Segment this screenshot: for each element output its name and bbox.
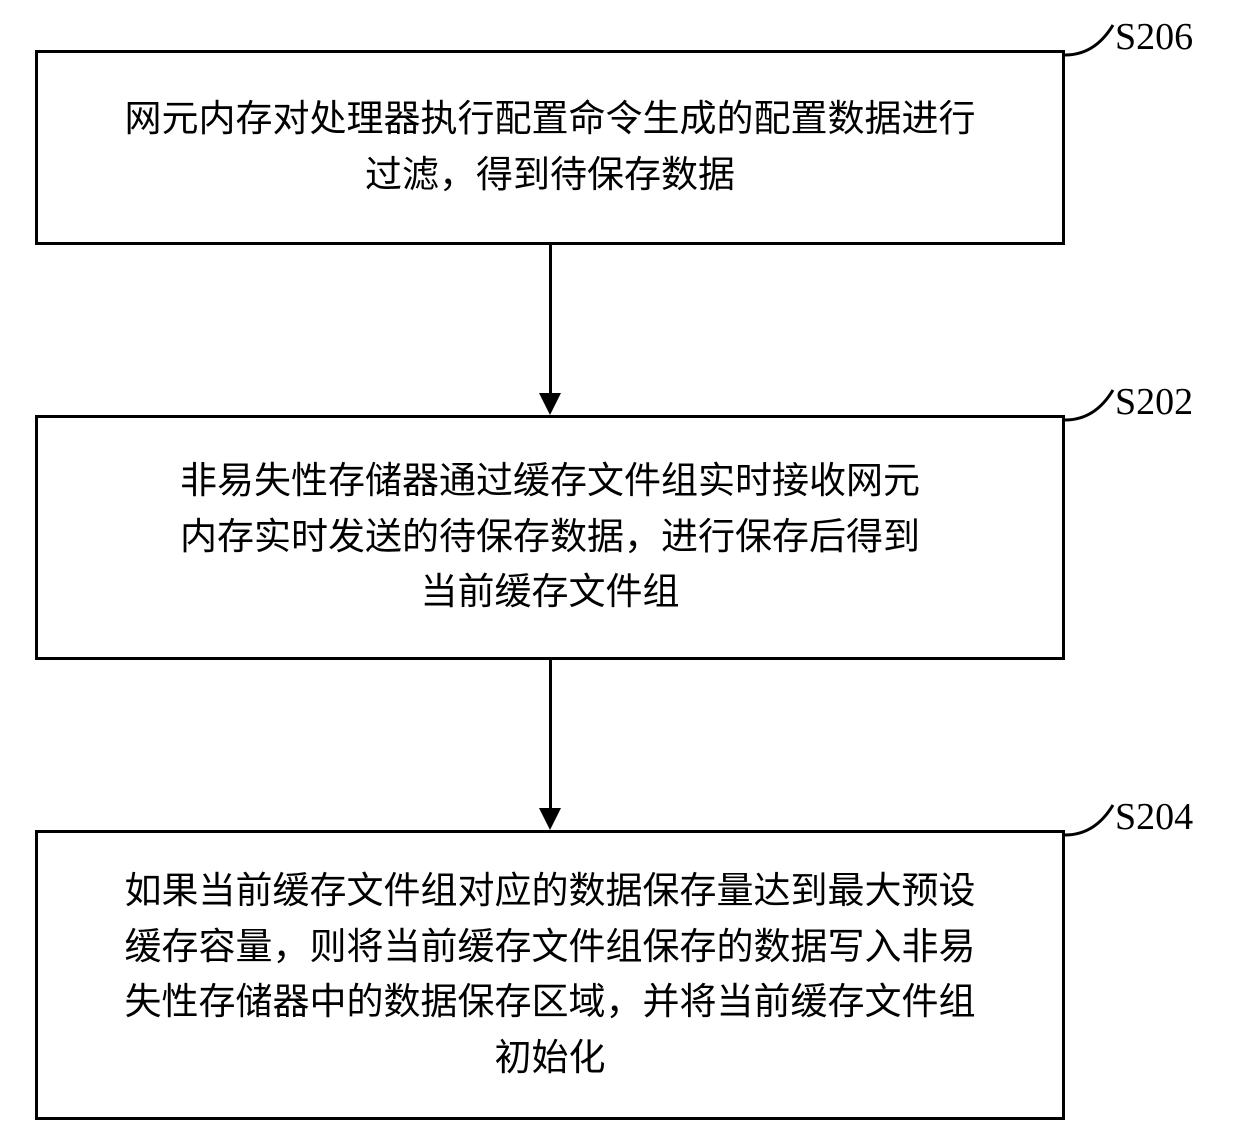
node-text: 网元内存对处理器执行配置命令生成的配置数据进行 过滤，得到待保存数据 bbox=[125, 92, 976, 203]
connector-curve-icon bbox=[1065, 387, 1117, 423]
flow-node-s204: 如果当前缓存文件组对应的数据保存量达到最大预设 缓存容量，则将当前缓存文件组保存… bbox=[35, 830, 1065, 1120]
flow-node-s202: 非易失性存储器通过缓存文件组实时接收网元 内存实时发送的待保存数据，进行保存后得… bbox=[35, 415, 1065, 660]
node-text: 如果当前缓存文件组对应的数据保存量达到最大预设 缓存容量，则将当前缓存文件组保存… bbox=[125, 864, 976, 1086]
arrow-head-icon bbox=[539, 393, 561, 415]
connector-curve-icon bbox=[1065, 22, 1117, 58]
step-label: S202 bbox=[1115, 380, 1193, 424]
flow-node-s206: 网元内存对处理器执行配置命令生成的配置数据进行 过滤，得到待保存数据 bbox=[35, 50, 1065, 245]
flowchart-container: 网元内存对处理器执行配置命令生成的配置数据进行 过滤，得到待保存数据 S206 … bbox=[0, 0, 1240, 1148]
connector-curve-icon bbox=[1065, 802, 1117, 838]
arrow-head-icon bbox=[539, 808, 561, 830]
node-text: 非易失性存储器通过缓存文件组实时接收网元 内存实时发送的待保存数据，进行保存后得… bbox=[180, 454, 920, 621]
step-label: S206 bbox=[1115, 15, 1193, 59]
arrow-line bbox=[549, 660, 552, 808]
arrow-line bbox=[549, 245, 552, 393]
step-label: S204 bbox=[1115, 795, 1193, 839]
